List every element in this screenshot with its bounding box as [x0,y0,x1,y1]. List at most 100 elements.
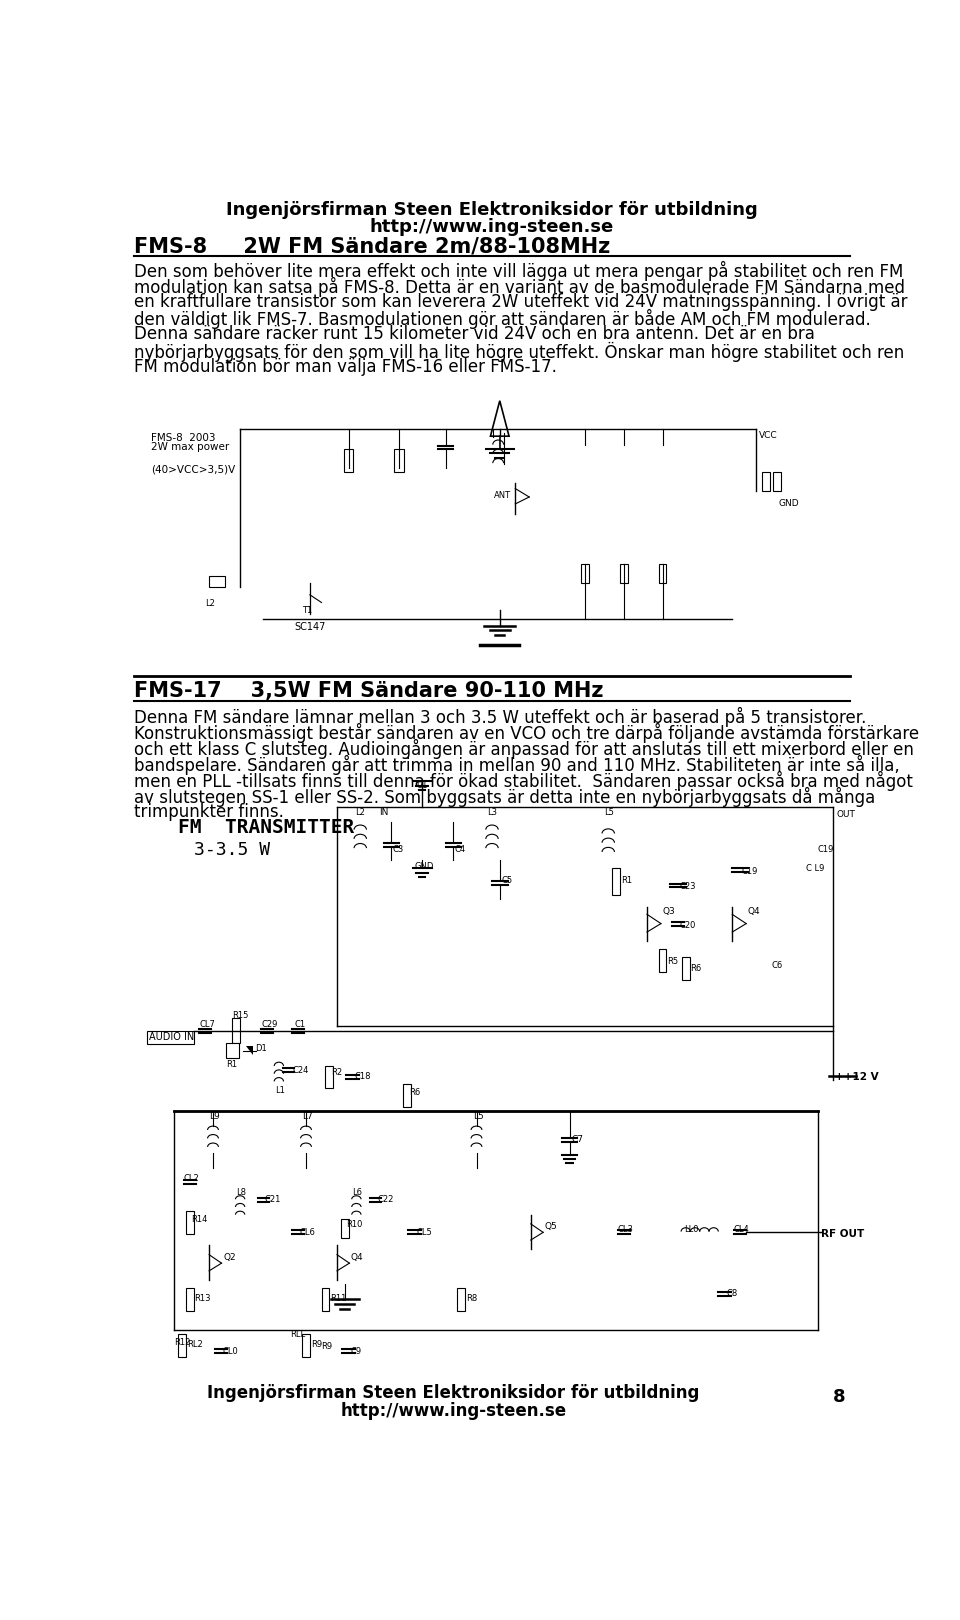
Text: RL2: RL2 [186,1340,203,1349]
Text: CL4: CL4 [733,1225,750,1234]
Bar [186,1288,194,1311]
Text: LL0: LL0 [684,1225,699,1234]
Text: C1: C1 [295,1021,305,1029]
Bar [325,1066,333,1087]
Bar [581,564,588,583]
Text: R9: R9 [322,1341,332,1351]
Text: C9: C9 [350,1348,361,1356]
Bar [179,1333,186,1358]
Text: C19: C19 [818,846,834,854]
Text: Q4: Q4 [351,1254,364,1262]
Bar [232,1019,240,1043]
Text: R11: R11 [330,1294,347,1302]
Text: Denna FM sändare lämnar mellan 3 och 3.5 W uteffekt och är baserad på 5 transist: Denna FM sändare lämnar mellan 3 och 3.5… [134,706,866,726]
Bar [322,1288,329,1311]
Text: L2: L2 [355,808,366,816]
Text: R9: R9 [311,1340,322,1349]
Text: RF OUT: RF OUT [822,1228,865,1239]
Text: trimpunkter finns.: trimpunkter finns. [134,804,284,821]
Text: C22: C22 [377,1196,394,1204]
Bar [773,471,781,491]
Text: men en PLL -tillsats finns till denna för ökad stabilitet.  Sändaren passar ocks: men en PLL -tillsats finns till denna fö… [134,771,913,791]
Text: ++12 V: ++12 V [834,1072,878,1082]
Bar [620,564,628,583]
Text: R14: R14 [191,1215,207,1223]
Text: C7: C7 [571,1136,583,1144]
Text: D1: D1 [255,1045,268,1053]
Bar [186,1210,194,1234]
Text: IN: IN [379,808,389,816]
Text: GND: GND [415,862,434,872]
Polygon shape [246,1047,253,1055]
Text: Q4: Q4 [748,907,760,915]
Text: R15: R15 [232,1011,249,1019]
Text: http://www.ing-steen.se: http://www.ing-steen.se [370,217,614,235]
Bar [147,1030,194,1045]
Text: L7: L7 [302,1113,313,1121]
Text: CL5: CL5 [416,1228,432,1236]
Text: L8: L8 [236,1187,247,1197]
Bar [341,1218,348,1238]
Text: U1: U1 [416,781,427,791]
Text: Den som behöver lite mera effekt och inte vill lägga ut mera pengar på stabilite: Den som behöver lite mera effekt och int… [134,261,903,280]
Text: Denna sändare räcker runt 15 kilometer vid 24V och en bra antenn. Det är en bra: Denna sändare räcker runt 15 kilometer v… [134,326,815,343]
Text: R8: R8 [466,1294,477,1302]
Text: C21: C21 [265,1196,281,1204]
Text: FMS-8     2W FM Sändare 2m/88-108MHz: FMS-8 2W FM Sändare 2m/88-108MHz [134,237,611,256]
Text: 3-3.5 W: 3-3.5 W [194,841,270,859]
Text: OUT: OUT [837,810,855,820]
Bar [395,449,403,471]
Text: L5: L5 [605,808,614,816]
Text: 2W max power: 2W max power [151,442,229,452]
Text: R1: R1 [227,1059,237,1069]
Text: L9: L9 [209,1113,220,1121]
Text: L6: L6 [352,1187,363,1197]
Text: C4: C4 [455,846,466,854]
Text: T1: T1 [302,606,312,616]
Text: R13: R13 [194,1294,211,1302]
Bar [612,868,620,896]
Text: C23: C23 [680,881,696,891]
Bar [457,1288,465,1311]
Text: CL2: CL2 [183,1174,200,1183]
Text: CL7: CL7 [199,1021,215,1029]
Bar [682,957,689,980]
Text: FMS-17    3,5W FM Sändare 90-110 MHz: FMS-17 3,5W FM Sändare 90-110 MHz [134,680,604,701]
Text: AUDIO IN: AUDIO IN [149,1032,194,1042]
Text: C24: C24 [293,1066,309,1076]
Text: C5: C5 [501,876,513,885]
Text: FM modulation bör man välja FMS-16 eller FMS-17.: FM modulation bör man välja FMS-16 eller… [134,358,557,376]
Text: R5: R5 [667,957,679,966]
Text: nybörjarbyggsats för den som vill ha lite högre uteffekt. Önskar man högre stabi: nybörjarbyggsats för den som vill ha lit… [134,342,904,361]
Text: C6: C6 [771,961,782,969]
Bar [761,471,770,491]
Text: och ett klass C slutsteg. Audioingången är anpassad för att anslutas till ett mi: och ett klass C slutsteg. Audioingången … [134,739,914,758]
Text: Q5: Q5 [544,1223,558,1231]
Text: en kraftfullare transistor som kan leverera 2W uteffekt vid 24V matningsspänning: en kraftfullare transistor som kan lever… [134,293,907,311]
Text: R12: R12 [175,1338,191,1346]
Text: (40>VCC>3,5)V: (40>VCC>3,5)V [151,465,235,475]
Text: R6: R6 [690,964,702,974]
Text: CL0: CL0 [223,1348,238,1356]
Text: L3: L3 [488,808,497,816]
Text: bandspelare. Sändaren går att trimma in mellan 90 and 110 MHz. Stabiliteten är i: bandspelare. Sändaren går att trimma in … [134,755,900,774]
Text: C3: C3 [393,846,404,854]
Text: FM  TRANSMITTER: FM TRANSMITTER [179,818,354,838]
Text: GND: GND [779,499,800,507]
Bar [659,564,666,583]
Text: CL3: CL3 [617,1225,634,1234]
Text: R10: R10 [347,1220,363,1230]
Text: CL6: CL6 [300,1228,316,1236]
Bar [659,949,666,972]
Text: R6: R6 [409,1087,420,1097]
Bar [403,1084,411,1106]
Text: R2: R2 [331,1068,342,1077]
Text: L5: L5 [472,1113,484,1121]
Text: Q3: Q3 [662,907,675,915]
Text: FMS-8  2003: FMS-8 2003 [151,433,215,444]
Bar [227,1043,239,1058]
Bar [344,449,353,471]
Text: Ingenjörsfirman Steen Elektroniksidor för utbildning: Ingenjörsfirman Steen Elektroniksidor fö… [227,201,757,219]
Text: http://www.ing-steen.se: http://www.ing-steen.se [340,1401,566,1419]
Text: C8: C8 [726,1290,737,1298]
